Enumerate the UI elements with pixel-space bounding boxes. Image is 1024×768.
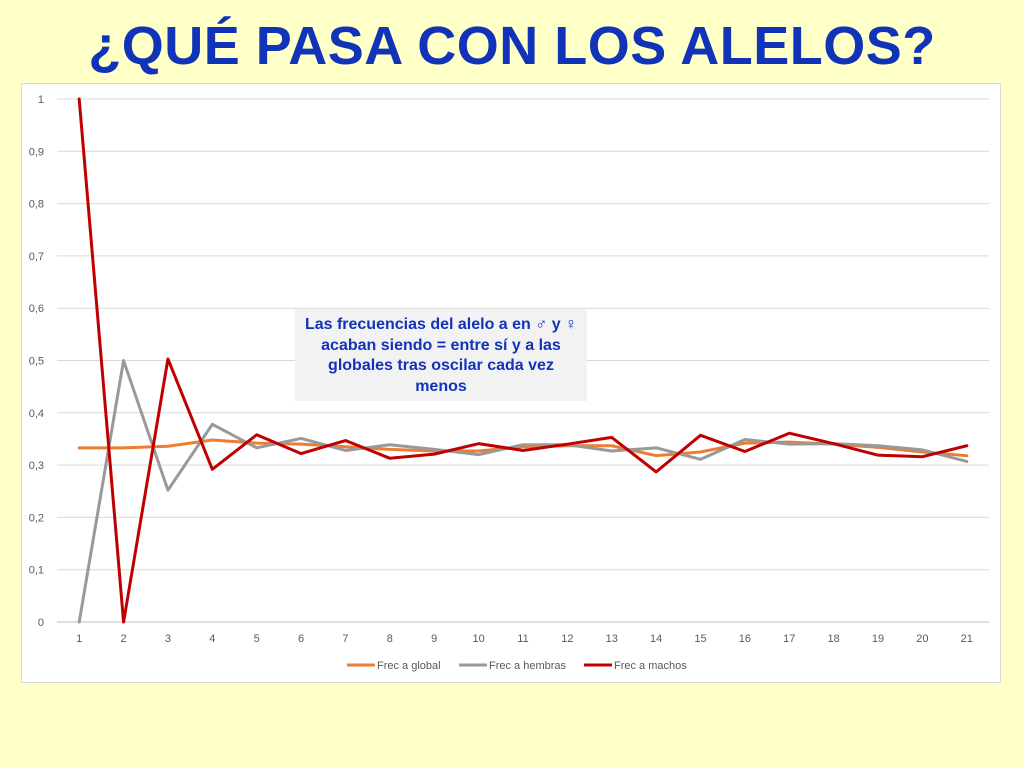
x-tick-label: 8 <box>387 633 393 645</box>
y-tick-label: 0 <box>38 617 44 629</box>
legend-label: Frec a machos <box>614 660 687 672</box>
x-tick-label: 10 <box>472 633 484 645</box>
x-tick-label: 13 <box>606 633 618 645</box>
x-tick-label: 4 <box>209 633 215 645</box>
y-tick-labels: 0 0,1 0,2 0,3 0,4 0,5 0,6 0,7 0,8 0,9 1 <box>29 94 44 629</box>
x-tick-labels: 1 2 3 4 5 6 7 8 9 10 11 12 13 14 15 16 17 18 19 20 21 <box>76 633 973 645</box>
x-tick-label: 17 <box>783 633 795 645</box>
y-tick-label: 0,5 <box>29 356 44 368</box>
y-tick-label: 0,4 <box>29 408 44 420</box>
x-tick-label: 7 <box>342 633 348 645</box>
x-tick-label: 21 <box>961 633 973 645</box>
y-tick-label: 0,1 <box>29 565 44 577</box>
y-tick-label: 0,6 <box>29 303 44 315</box>
x-tick-label: 12 <box>561 633 573 645</box>
x-tick-label: 3 <box>165 633 171 645</box>
x-tick-label: 19 <box>872 633 884 645</box>
legend-label: Frec a global <box>377 660 441 672</box>
y-tick-label: 0,3 <box>29 460 44 472</box>
series-line <box>77 97 969 624</box>
x-tick-label: 1 <box>76 633 82 645</box>
slide-title: ¿QUÉ PASA CON LOS ALELOS? <box>88 16 936 76</box>
annotation-box: Las frecuencias del alelo a en ♂ y ♀ aca… <box>295 309 587 401</box>
y-tick-label: 1 <box>38 94 44 106</box>
x-tick-label: 11 <box>517 633 528 645</box>
series-line <box>77 359 969 624</box>
y-tick-label: 0,7 <box>29 251 44 263</box>
x-tick-label: 14 <box>650 633 662 645</box>
x-tick-label: 16 <box>739 633 751 645</box>
grid-layer <box>57 98 989 623</box>
y-tick-label: 0,2 <box>29 512 44 524</box>
x-tick-label: 20 <box>916 633 928 645</box>
x-tick-label: 5 <box>254 633 260 645</box>
x-tick-label: 6 <box>298 633 304 645</box>
series-layer <box>77 97 969 624</box>
x-tick-label: 9 <box>431 633 437 645</box>
x-tick-label: 15 <box>694 633 706 645</box>
legend-label: Frec a hembras <box>489 660 567 672</box>
x-tick-label: 18 <box>828 633 840 645</box>
legend: Frec a global Frec a hembras Frec a machos <box>347 660 687 672</box>
x-tick-label: 2 <box>121 633 127 645</box>
y-tick-label: 0,9 <box>29 146 44 158</box>
y-tick-label: 0,8 <box>29 199 44 211</box>
